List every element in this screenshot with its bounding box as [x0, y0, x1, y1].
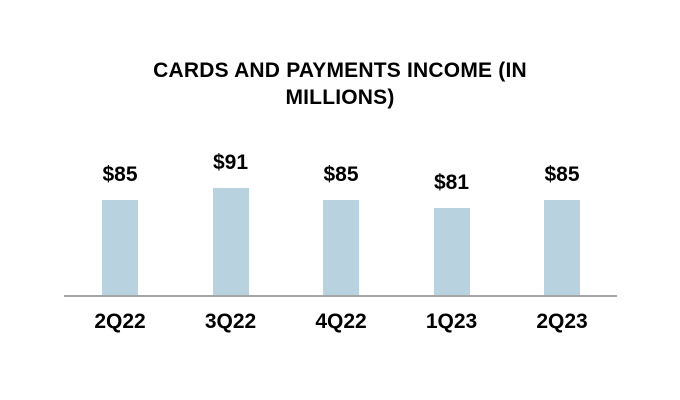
value-label-2q23: $85	[544, 163, 580, 186]
value-label-3q22: $91	[212, 151, 249, 174]
category-label-2q23: 2Q23	[536, 310, 588, 333]
value-label-4q22: $85	[323, 163, 359, 186]
bar-4q22	[323, 200, 359, 295]
category-label-4q22: 4Q22	[315, 310, 367, 333]
value-label-1q23: $81	[433, 171, 470, 194]
category-label-3q22: 3Q22	[204, 310, 257, 333]
category-label-1q23: 1Q23	[425, 310, 478, 333]
bar-3q22	[212, 188, 249, 295]
bar-2q22	[102, 200, 138, 295]
chart-title: CARDS AND PAYMENTS INCOME (IN MILLIONS)	[0, 57, 680, 111]
bar-1q23	[433, 208, 470, 295]
chart-title-line-2: MILLIONS)	[285, 86, 395, 109]
chart-title-line-1: CARDS AND PAYMENTS INCOME (IN	[153, 59, 527, 82]
category-label-2q22: 2Q22	[94, 310, 146, 333]
bar-2q23	[544, 200, 580, 295]
value-label-2q22: $85	[102, 163, 138, 186]
x-axis-line	[64, 295, 617, 297]
